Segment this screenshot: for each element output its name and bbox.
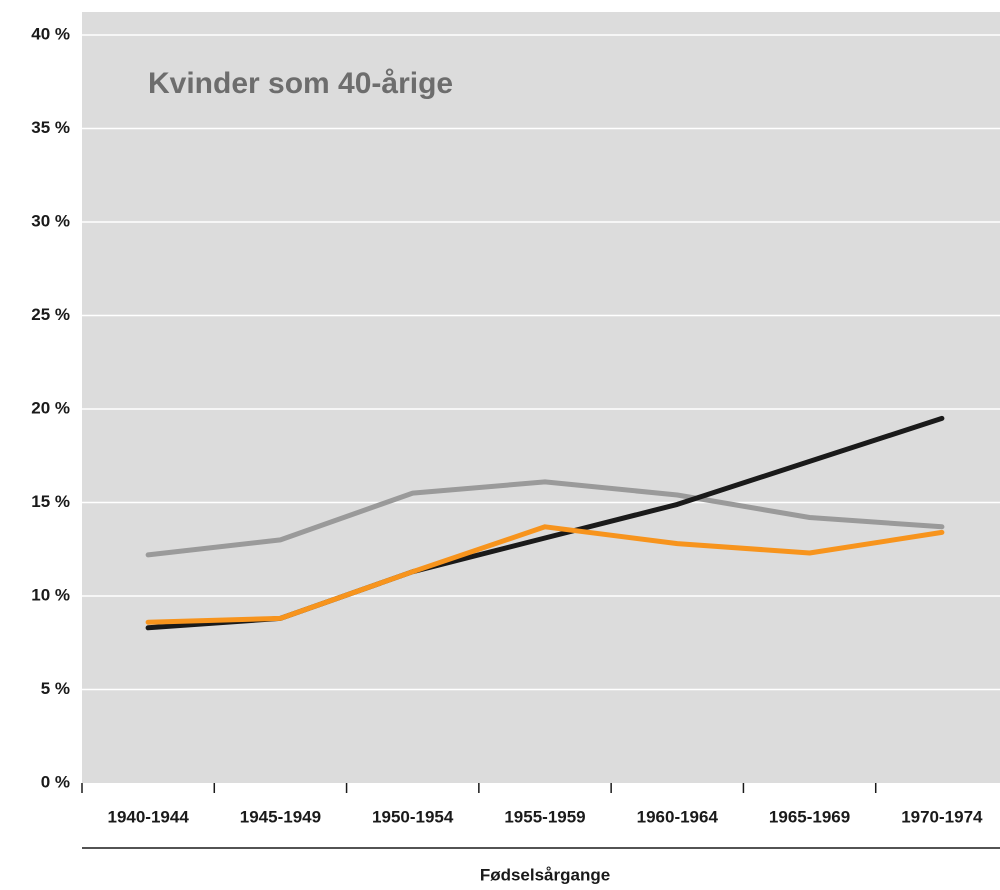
y-tick-label: 30 % — [31, 211, 70, 230]
x-tick-label: 1940-1944 — [107, 807, 189, 826]
x-tick-label: 1945-1949 — [240, 807, 321, 826]
y-tick-label: 25 % — [31, 305, 70, 324]
plot-background — [82, 12, 1000, 783]
y-tick-label: 15 % — [31, 492, 70, 511]
y-tick-label: 0 % — [41, 772, 70, 791]
x-tick-label: 1950-1954 — [372, 807, 454, 826]
y-tick-label: 5 % — [41, 679, 70, 698]
x-tick-label: 1960-1964 — [637, 807, 719, 826]
series-line — [145, 479, 945, 558]
x-tick-label: 1970-1974 — [901, 807, 983, 826]
series-line — [145, 524, 945, 625]
y-tick-label: 40 % — [31, 24, 70, 43]
x-tick-label: 1965-1969 — [769, 807, 850, 826]
y-tick-label: 35 % — [31, 118, 70, 137]
chart-title: Kvinder som 40-årige — [148, 67, 453, 100]
x-axis-label: Fødselsårgange — [480, 865, 610, 884]
y-tick-label: 20 % — [31, 398, 70, 417]
y-tick-label: 10 % — [31, 585, 70, 604]
x-tick-label: 1955-1959 — [504, 807, 585, 826]
